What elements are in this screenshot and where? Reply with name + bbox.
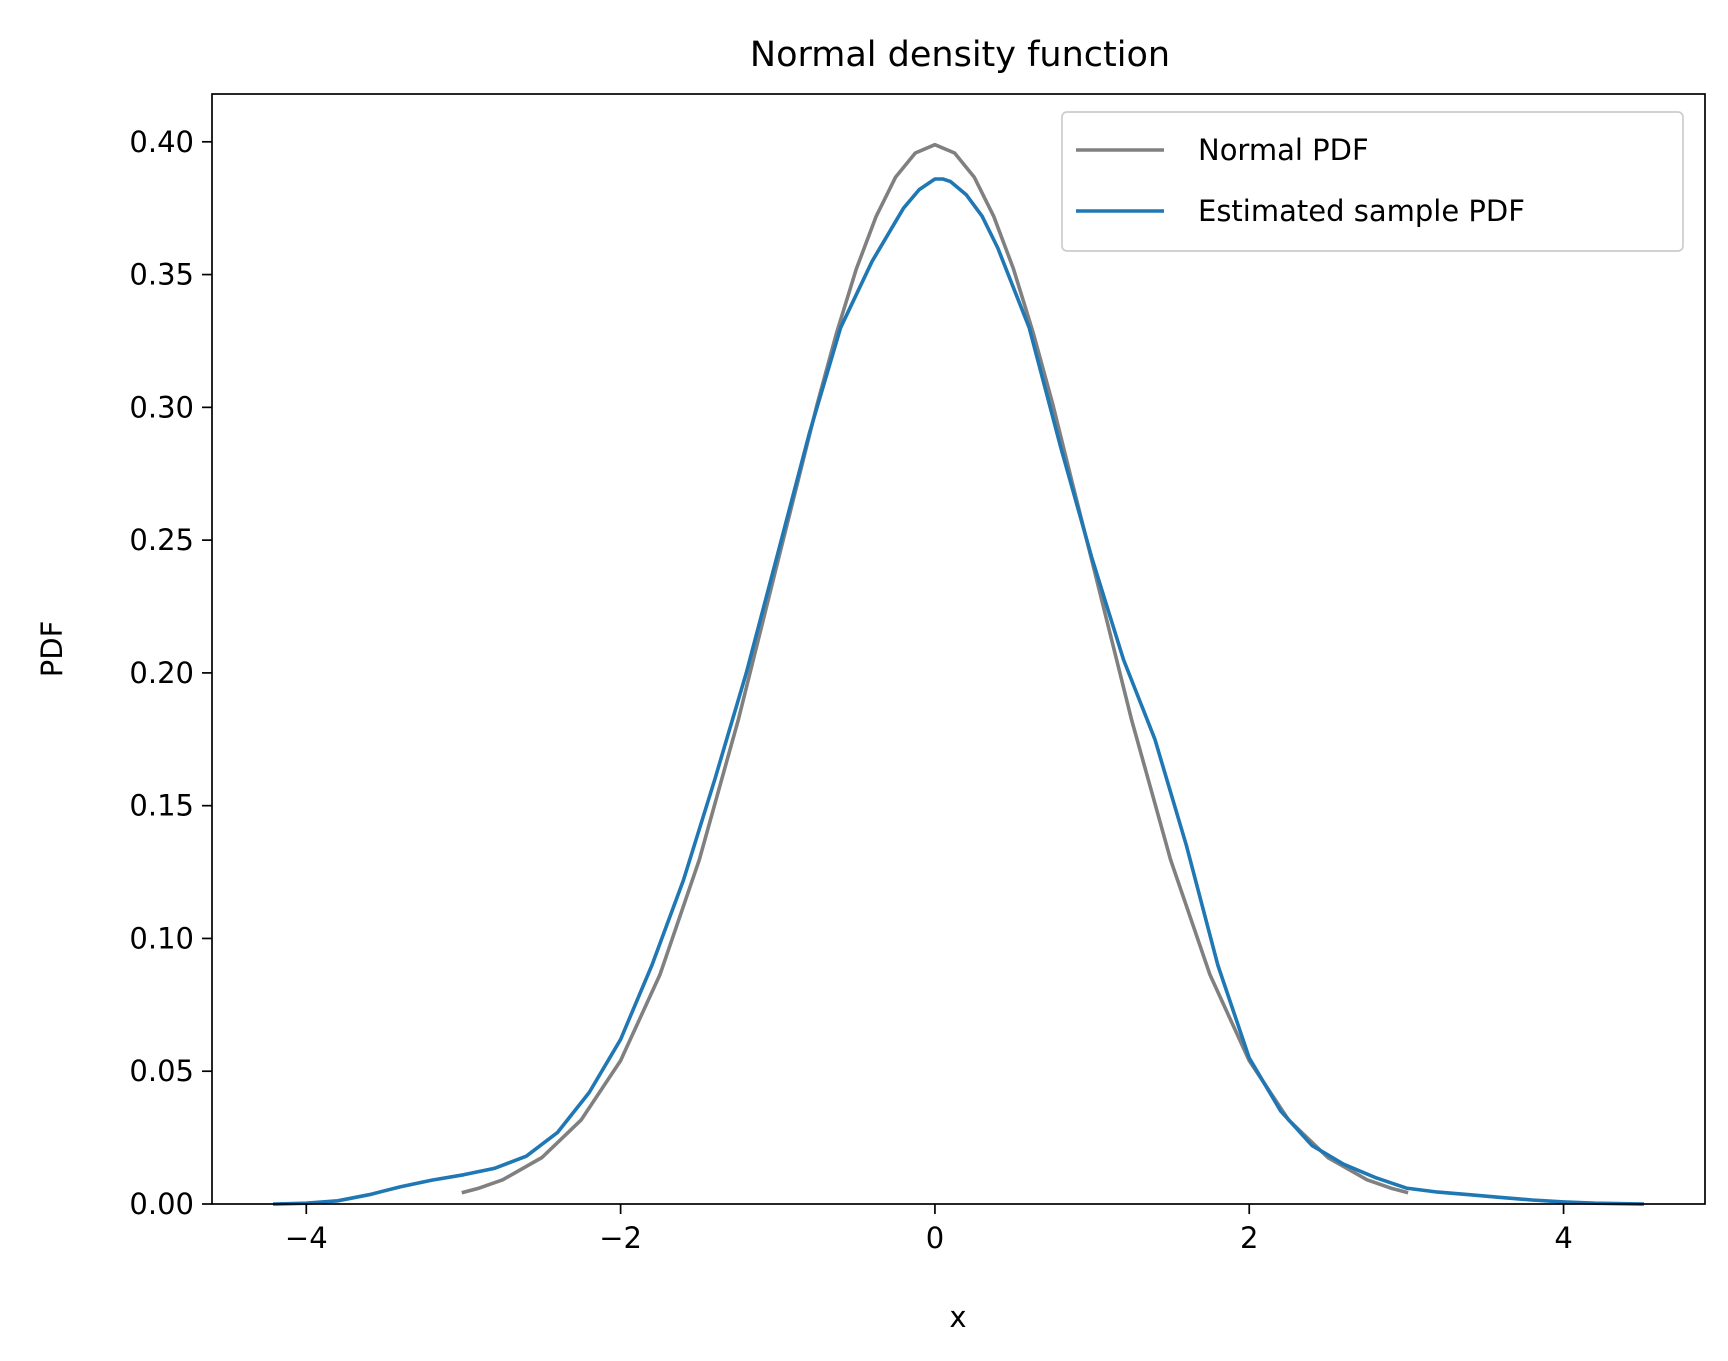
chart-title: Normal density function: [750, 35, 1170, 75]
x-tick-label: 4: [1554, 1221, 1572, 1255]
series-line-0: [461, 142, 1409, 1195]
y-tick-label: 0.10: [129, 921, 194, 955]
legend: Normal PDF Estimated sample PDF: [1061, 111, 1684, 252]
series-line-1: [273, 177, 1644, 1206]
y-tick-label: 0.20: [129, 656, 194, 690]
x-axis-title: x: [949, 1300, 966, 1334]
y-tick-label: 0.15: [129, 789, 194, 823]
y-tick-label: 0.00: [129, 1187, 194, 1221]
y-tick-label: 0.05: [129, 1054, 194, 1088]
x-tick-label: 2: [1240, 1221, 1258, 1255]
plot-frame: [211, 93, 1706, 1205]
x-tick-label: −4: [285, 1221, 328, 1255]
x-tick-label: 0: [926, 1221, 944, 1255]
y-tick-label: 0.35: [129, 258, 194, 292]
y-axis-title: PDF: [35, 621, 69, 678]
y-tick-label: 0.40: [129, 125, 194, 159]
y-axis: 0.00 0.05 0.10 0.15 0.20 0.25 0.30 0.35 0.40: [129, 125, 212, 1221]
legend-label-1: Estimated sample PDF: [1198, 194, 1525, 228]
y-tick-label: 0.30: [129, 390, 194, 424]
x-axis: −4 −2 0 2 4: [285, 1204, 1573, 1255]
legend-label-0: Normal PDF: [1198, 133, 1369, 167]
legend-box: [1061, 111, 1684, 252]
y-tick-label: 0.25: [129, 523, 194, 557]
x-tick-label: −2: [599, 1221, 642, 1255]
